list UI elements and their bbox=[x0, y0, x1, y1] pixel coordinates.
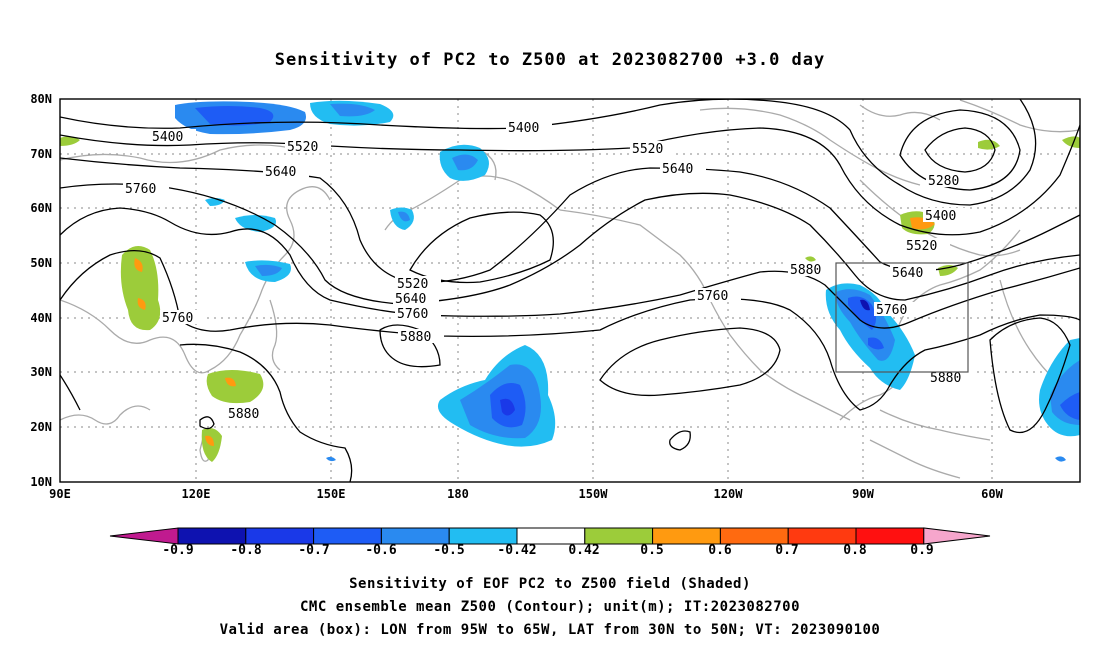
contour-label: 5640 bbox=[265, 165, 296, 180]
colorbar-label: 0.6 bbox=[708, 543, 732, 558]
contour-label: 5400 bbox=[152, 130, 183, 145]
colorbar-segment bbox=[448, 527, 518, 545]
contour-label: 5880 bbox=[930, 371, 961, 386]
contour-label: 5520 bbox=[632, 142, 663, 157]
colorbar-label: 0.42 bbox=[568, 543, 600, 558]
contour-label: 5880 bbox=[400, 330, 431, 345]
colorbar-label: 0.8 bbox=[843, 543, 867, 558]
contour-label: 5760 bbox=[697, 289, 728, 304]
colorbar-segment bbox=[787, 527, 857, 545]
caption-contour: CMC ensemble mean Z500 (Contour); unit(m… bbox=[299, 599, 800, 615]
contour-label: 5400 bbox=[925, 209, 956, 224]
contour-label: 5880 bbox=[228, 407, 259, 422]
lon-label: 90W bbox=[852, 487, 874, 501]
lat-label: 50N bbox=[30, 256, 52, 270]
colorbar-segment bbox=[380, 527, 450, 545]
contour-label: 5640 bbox=[892, 266, 923, 281]
contour-label: 5400 bbox=[508, 121, 539, 136]
contour-label: 5520 bbox=[906, 239, 937, 254]
colorbar-segment bbox=[855, 527, 925, 545]
contour-label-layer: 5400 5400 5520 5520 5640 5640 5760 5760 … bbox=[123, 120, 974, 422]
contour-label: 5280 bbox=[928, 174, 959, 189]
colorbar-label: 0.9 bbox=[910, 543, 934, 558]
lat-label: 40N bbox=[30, 311, 52, 325]
contour-label: 5760 bbox=[397, 307, 428, 322]
colorbar-segment bbox=[584, 527, 654, 545]
lon-label: 120E bbox=[181, 487, 211, 501]
contour-label: 5520 bbox=[397, 277, 428, 292]
colorbar-segment bbox=[313, 527, 382, 545]
colorbar-label: -0.5 bbox=[433, 543, 465, 558]
colorbar-label: -0.7 bbox=[298, 543, 330, 558]
lat-label: 20N bbox=[30, 420, 52, 434]
shaded-sensitivity bbox=[60, 100, 1080, 462]
lon-label: 180 bbox=[447, 487, 469, 501]
colorbar-label: -0.6 bbox=[365, 543, 397, 558]
map-frame bbox=[59, 98, 1081, 483]
contour-label: 5640 bbox=[662, 162, 693, 177]
lon-label: 150E bbox=[316, 487, 346, 501]
lat-label: 80N bbox=[30, 92, 52, 106]
colorbar-segment bbox=[177, 527, 247, 545]
colorbar-left-arrow bbox=[109, 527, 179, 545]
caption-shaded: Sensitivity of EOF PC2 to Z500 field (Sh… bbox=[349, 576, 751, 592]
lat-label: 60N bbox=[30, 201, 52, 215]
colorbar-label: -0.9 bbox=[162, 543, 194, 558]
map-title: Sensitivity of PC2 to Z500 at 2023082700… bbox=[274, 50, 826, 70]
colorbar-segment bbox=[516, 527, 586, 545]
colorbar-label: -0.42 bbox=[497, 543, 537, 558]
colorbar-label: 0.5 bbox=[640, 543, 664, 558]
contour-label: 5880 bbox=[790, 263, 821, 278]
colorbar bbox=[109, 527, 991, 545]
colorbar-segment bbox=[245, 527, 315, 545]
contour-label: 5520 bbox=[287, 140, 318, 155]
lat-label: 10N bbox=[30, 475, 52, 489]
contour-label: 5640 bbox=[395, 292, 426, 307]
colorbar-right-arrow bbox=[923, 527, 991, 545]
colorbar-label: 0.7 bbox=[775, 543, 799, 558]
valid-area-box bbox=[835, 262, 969, 373]
lat-label: 30N bbox=[30, 365, 52, 379]
colorbar-segment bbox=[652, 527, 721, 545]
colorbar-label: -0.8 bbox=[230, 543, 262, 558]
colorbar-segment bbox=[719, 527, 789, 545]
contour-label: 5760 bbox=[876, 303, 907, 318]
lon-label: 60W bbox=[981, 487, 1003, 501]
lon-label: 90E bbox=[49, 487, 71, 501]
lon-label: 150W bbox=[578, 487, 608, 501]
contour-label: 5760 bbox=[162, 311, 193, 326]
contour-label: 5760 bbox=[125, 182, 156, 197]
caption-valid-area: Valid area (box): LON from 95W to 65W, L… bbox=[219, 622, 881, 638]
lat-label: 70N bbox=[30, 147, 52, 161]
lon-label: 120W bbox=[713, 487, 743, 501]
z500-contours bbox=[60, 99, 1080, 482]
